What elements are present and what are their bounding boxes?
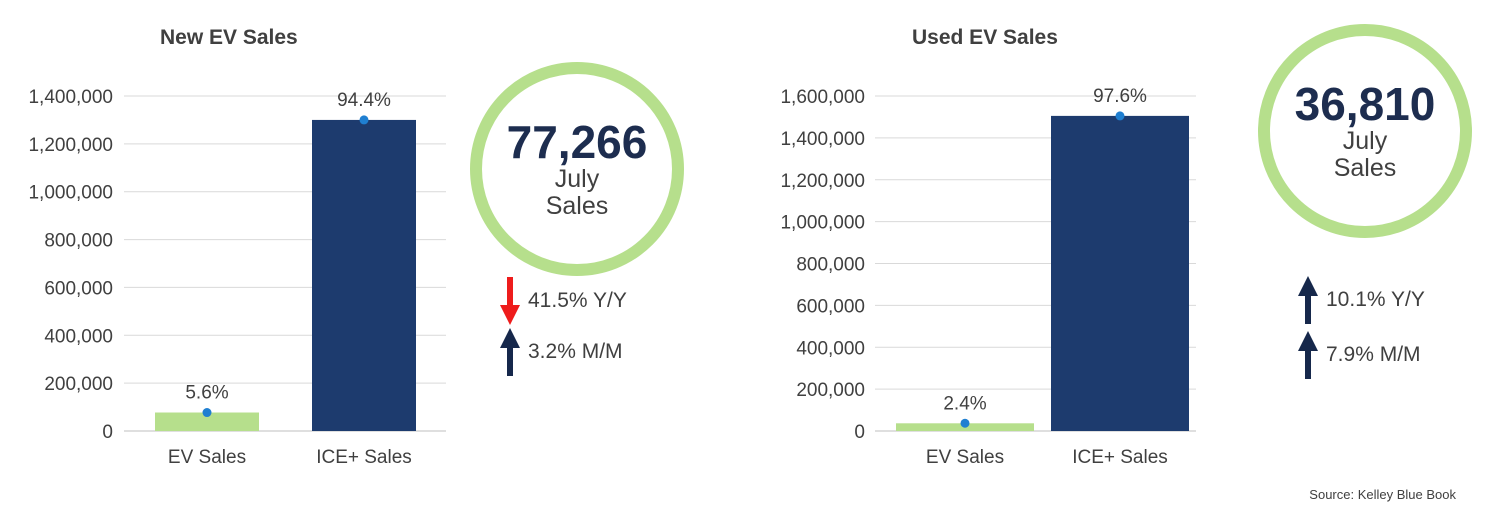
y-tick-label: 1,200,000 xyxy=(28,135,113,156)
y-tick-label: 1,600,000 xyxy=(780,87,865,108)
arrow-up-icon xyxy=(500,328,520,376)
y-tick-label: 600,000 xyxy=(796,296,865,317)
new-sales-label: Sales xyxy=(545,192,609,220)
x-category-label: ICE+ Sales xyxy=(316,447,412,468)
y-tick-label: 400,000 xyxy=(44,326,113,347)
y-tick-label: 200,000 xyxy=(44,374,113,395)
ev-sales-bar xyxy=(155,412,259,431)
new-ev-bar-chart: 0 200,000 400,000 600,000 800,000 1,000,000 1,… xyxy=(28,87,446,468)
used-july-sales-value: 36,810 xyxy=(1294,78,1436,130)
new-yoy-change: 41.5% Y/Y xyxy=(500,277,627,325)
share-data-label: 2.4% xyxy=(943,393,986,414)
x-category-label: EV Sales xyxy=(168,447,246,468)
chart-title-new: New EV Sales xyxy=(160,26,298,49)
share-data-label: 5.6% xyxy=(185,383,228,404)
used-yoy-change: 10.1% Y/Y xyxy=(1298,276,1425,324)
x-category-label: ICE+ Sales xyxy=(1072,447,1168,468)
y-tick-label: 1,000,000 xyxy=(28,183,113,204)
share-marker-dot xyxy=(1115,111,1125,121)
new-july-label: July xyxy=(554,165,600,193)
y-tick-label: 0 xyxy=(102,422,113,443)
y-tick-label: 400,000 xyxy=(796,338,865,359)
share-marker-dot xyxy=(359,115,369,125)
source-note: Source: Kelley Blue Book xyxy=(1309,487,1456,502)
used-july-sales-circle: 36,810 July Sales xyxy=(1258,24,1472,238)
new-mom-text: 3.2% M/M xyxy=(528,340,623,363)
ice-sales-bar xyxy=(312,119,416,431)
chart-title-used: Used EV Sales xyxy=(912,26,1058,49)
y-tick-label: 800,000 xyxy=(44,231,113,252)
y-tick-label: 1,400,000 xyxy=(780,129,865,150)
y-tick-label: 600,000 xyxy=(44,278,113,299)
share-data-label: 97.6% xyxy=(1093,86,1147,107)
y-tick-label: 1,200,000 xyxy=(780,171,865,192)
new-july-sales-value: 77,266 xyxy=(506,116,648,168)
new-yoy-text: 41.5% Y/Y xyxy=(528,289,627,312)
arrow-up-icon xyxy=(1298,331,1318,379)
share-marker-dot xyxy=(960,418,970,428)
y-tick-label: 800,000 xyxy=(796,255,865,276)
new-mom-change: 3.2% M/M xyxy=(500,328,623,376)
arrow-down-icon xyxy=(500,277,520,325)
x-category-label: EV Sales xyxy=(926,447,1004,468)
y-tick-label: 0 xyxy=(854,422,865,443)
used-ev-sales-panel: Used EV Sales 0 200,000 400,000 600,000 800,… xyxy=(750,0,1500,529)
used-sales-label: Sales xyxy=(1333,154,1397,182)
used-yoy-text: 10.1% Y/Y xyxy=(1326,288,1425,311)
new-july-sales-circle: 77,266 July Sales xyxy=(470,62,684,276)
share-data-label: 94.4% xyxy=(337,90,391,111)
y-tick-label: 1,000,000 xyxy=(780,213,865,234)
used-july-label: July xyxy=(1342,127,1388,155)
used-mom-text: 7.9% M/M xyxy=(1326,343,1421,366)
y-tick-label: 1,400,000 xyxy=(28,87,113,108)
new-ev-sales-panel: New EV Sales 0 200,000 400,000 600,000 800,0… xyxy=(28,26,684,468)
arrow-up-icon xyxy=(1298,276,1318,324)
share-marker-dot xyxy=(202,408,212,418)
used-mom-change: 7.9% M/M xyxy=(1298,331,1421,379)
ice-sales-bar xyxy=(1051,115,1189,431)
y-tick-label: 200,000 xyxy=(796,380,865,401)
used-ev-bar-chart: 0 200,000 400,000 600,000 800,000 1,000,000 1,… xyxy=(780,86,1196,468)
